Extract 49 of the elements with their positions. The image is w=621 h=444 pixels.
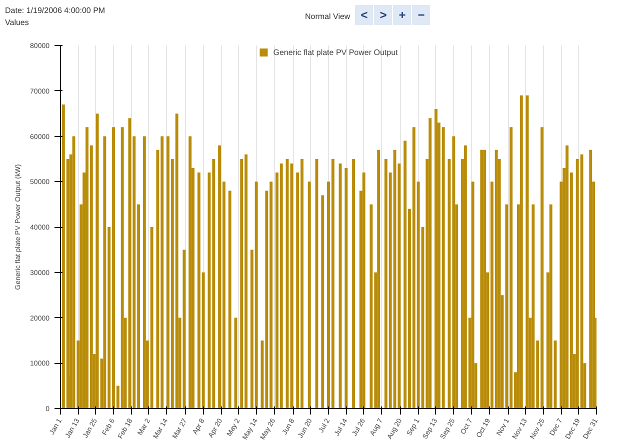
bar (240, 158, 244, 408)
bar (218, 145, 222, 408)
bar (212, 158, 216, 408)
bar (182, 250, 186, 408)
bar (142, 136, 146, 408)
chart-title: Date: 1/19/2006 4:00:00 PM (5, 6, 106, 15)
chart-subtitle: Values (5, 18, 29, 27)
bar (494, 150, 498, 408)
bar (120, 127, 124, 408)
bar (434, 109, 438, 408)
bar (377, 150, 380, 408)
bar (128, 118, 132, 408)
bar (290, 163, 294, 408)
bar (103, 136, 106, 408)
bar (150, 227, 154, 408)
bar (331, 158, 334, 408)
bar (428, 118, 432, 408)
bar (483, 150, 486, 408)
bar (188, 136, 192, 408)
bar (576, 158, 579, 408)
text: > (374, 5, 392, 25)
bar (321, 195, 324, 408)
bar (370, 204, 373, 408)
bar (96, 114, 99, 408)
bar (532, 204, 535, 408)
bar (228, 190, 232, 408)
bar (362, 172, 366, 408)
text: < (355, 5, 374, 25)
bar (352, 158, 356, 408)
text: Normal View (305, 12, 350, 21)
bar (280, 163, 283, 408)
text: + (393, 5, 412, 25)
bar (404, 140, 407, 408)
bar (338, 163, 342, 408)
bar (315, 158, 318, 408)
bar (344, 168, 348, 408)
text: − (412, 5, 430, 25)
bar (452, 136, 456, 408)
bar (520, 95, 523, 408)
bar (589, 150, 592, 408)
bar (566, 145, 569, 408)
bar (526, 95, 529, 408)
bar (308, 182, 311, 408)
bar (254, 182, 258, 408)
bar (549, 204, 552, 408)
bar (471, 182, 474, 408)
legend-label: Generic flat plate PV Power Output (273, 48, 398, 56)
bar (480, 150, 484, 408)
bar (175, 114, 178, 408)
